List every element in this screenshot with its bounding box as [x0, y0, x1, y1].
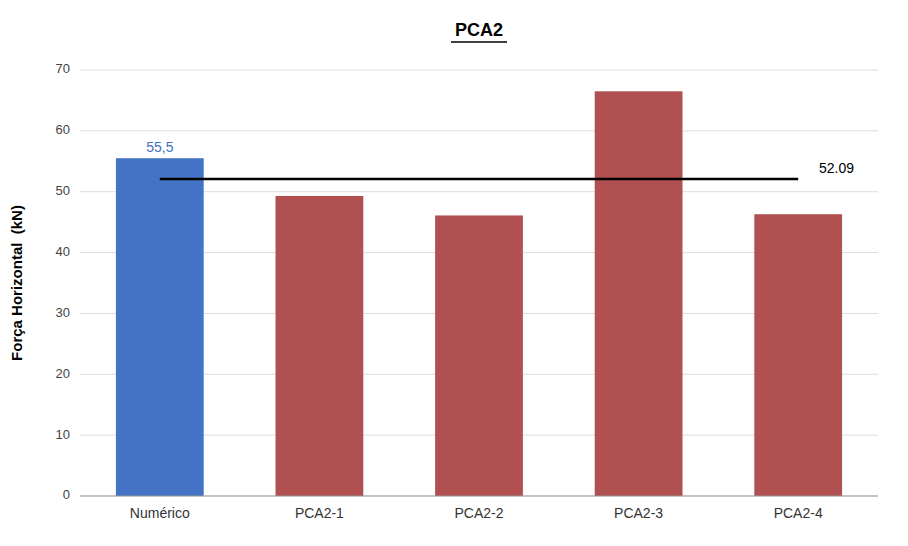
x-tick-label: PCA2-1 [295, 505, 344, 521]
x-tick-label: PCA2-2 [454, 505, 503, 521]
bar [116, 158, 204, 496]
reference-label: 52.09 [819, 160, 854, 176]
grid [80, 70, 878, 496]
y-tick-label: 40 [56, 244, 70, 259]
y-tick-label: 60 [56, 122, 70, 137]
x-tick-label: PCA2-4 [774, 505, 823, 521]
grid-line [80, 496, 878, 497]
reference-line [160, 178, 798, 181]
y-tick-label: 20 [56, 366, 70, 381]
bar [754, 214, 842, 496]
x-axis-line [80, 496, 878, 497]
y-tick-label: 70 [56, 61, 70, 76]
bar [276, 196, 364, 496]
x-tick-label: PCA2-3 [614, 505, 663, 521]
grid-line [80, 70, 878, 71]
data-label: 55,5 [146, 139, 173, 155]
x-tick-label: Numérico [130, 505, 190, 521]
chart-container: 0 10 20 30 40 50 60 70 52.09 55,5 Numérico PCA2-1 PC… [0, 0, 908, 546]
bar [595, 91, 683, 496]
y-axis-label: Força Horizontal (kN) [8, 205, 25, 361]
title-underline [451, 41, 507, 43]
bar [435, 215, 523, 496]
title: PCA2 [455, 20, 503, 40]
y-tick-label: 30 [56, 305, 70, 320]
bars [116, 91, 842, 496]
reference [160, 178, 798, 179]
chart-svg: 0 10 20 30 40 50 60 70 52.09 55,5 Numérico PCA2-1 PC… [0, 0, 908, 546]
y-tick-label: 0 [63, 487, 70, 502]
y-tick-label: 50 [56, 183, 70, 198]
grid-line [80, 130, 878, 131]
y-tick-label: 10 [56, 427, 70, 442]
